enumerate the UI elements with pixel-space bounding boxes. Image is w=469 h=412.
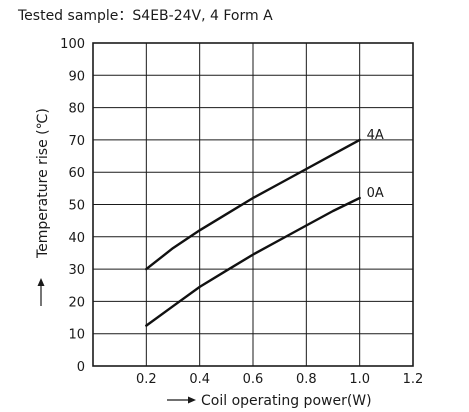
series-label-4a: 4A — [367, 128, 384, 143]
y-tick-label: 70 — [68, 134, 85, 149]
y-axis: 0 10 20 30 40 50 60 70 80 90 100 — [60, 37, 85, 375]
y-tick-label: 50 — [68, 199, 85, 214]
y-tick-label: 60 — [68, 166, 85, 181]
x-tick-label: 0.8 — [296, 372, 317, 387]
grid — [93, 43, 413, 366]
y-axis-arrow-icon — [37, 278, 45, 286]
y-tick-label: 100 — [60, 37, 85, 52]
y-axis-title: Temperature rise (℃) — [35, 108, 51, 259]
x-tick-label: 1.2 — [403, 372, 424, 387]
y-tick-label: 20 — [68, 295, 85, 310]
x-tick-label: 0.4 — [189, 372, 210, 387]
y-tick-label: 10 — [68, 328, 85, 343]
series-label-0a: 0A — [367, 186, 384, 201]
series-line-4a — [145, 138, 361, 271]
y-tick-label: 80 — [68, 102, 85, 117]
x-tick-label: 0.6 — [243, 372, 264, 387]
y-tick-label: 90 — [68, 69, 85, 84]
x-axis-title-group: Coil operating power(W) — [167, 393, 372, 409]
x-axis: 0.2 0.4 0.6 0.8 1.0 1.2 — [136, 372, 423, 387]
x-axis-arrow-icon — [188, 396, 196, 404]
series-line-0a — [145, 196, 361, 327]
y-tick-label: 0 — [77, 360, 85, 375]
y-tick-label: 40 — [68, 231, 85, 246]
x-tick-label: 1.0 — [349, 372, 370, 387]
y-tick-label: 30 — [68, 263, 85, 278]
plot-frame — [92, 42, 414, 367]
series-group: 4A 0A — [145, 128, 384, 327]
chart-title: Tested sample：S4EB-24V, 4 Form A — [17, 8, 273, 24]
x-axis-title: Coil operating power(W) — [201, 393, 372, 409]
x-tick-label: 0.2 — [136, 372, 157, 387]
y-axis-title-group: Temperature rise (℃) — [35, 108, 51, 306]
